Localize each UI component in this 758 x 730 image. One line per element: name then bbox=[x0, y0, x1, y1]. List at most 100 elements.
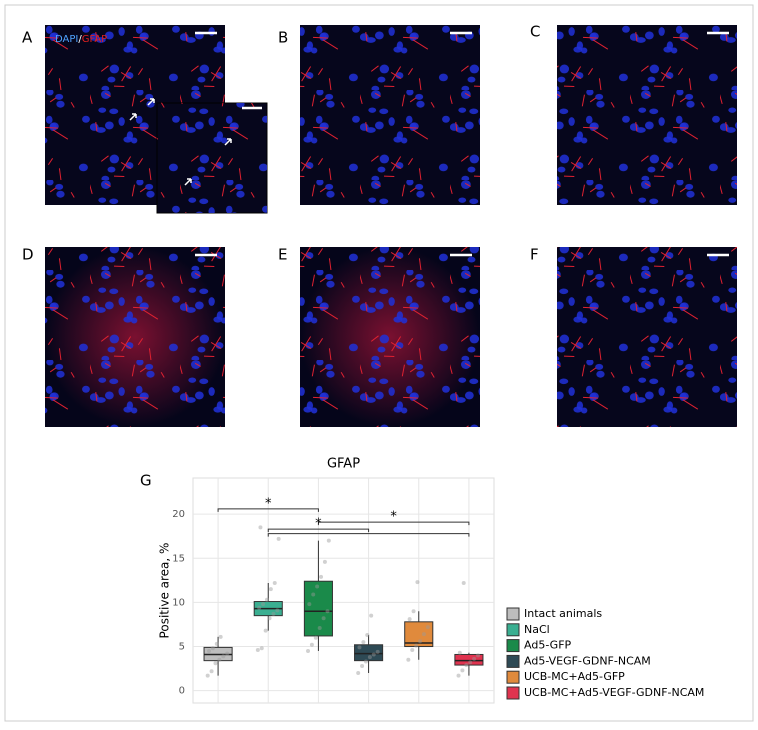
data-point bbox=[210, 646, 215, 651]
data-point bbox=[313, 635, 318, 640]
data-point bbox=[218, 634, 223, 639]
stain-name: GFAP bbox=[82, 34, 107, 45]
panel-label: G bbox=[140, 472, 152, 490]
data-point bbox=[259, 646, 264, 651]
data-point bbox=[206, 648, 211, 653]
panel-label: F bbox=[530, 246, 539, 264]
y-axis-label: Positive area, % bbox=[158, 543, 172, 639]
data-point bbox=[307, 602, 312, 607]
micrograph-texture bbox=[300, 25, 480, 205]
y-tick-label: 5 bbox=[179, 642, 185, 653]
micrograph-texture bbox=[45, 247, 225, 427]
data-point bbox=[369, 613, 374, 618]
panel-label: B bbox=[278, 29, 288, 47]
data-point bbox=[319, 574, 324, 579]
arrow bbox=[147, 98, 155, 106]
y-tick-label: 15 bbox=[172, 553, 185, 564]
data-point bbox=[275, 608, 280, 613]
data-point bbox=[309, 642, 314, 647]
data-point bbox=[263, 628, 268, 633]
data-point bbox=[306, 648, 311, 653]
significance-bracket bbox=[267, 528, 370, 533]
panel-label: E bbox=[278, 246, 287, 264]
legend-swatch bbox=[506, 607, 520, 621]
data-point bbox=[421, 632, 426, 637]
data-point bbox=[425, 625, 430, 630]
data-point bbox=[363, 659, 368, 664]
box bbox=[454, 653, 484, 666]
data-point bbox=[272, 581, 277, 585]
legend-label: UCB-MC+Ad5-GFP bbox=[524, 670, 625, 683]
y-tick-label: 0 bbox=[179, 686, 185, 697]
significance-bracket bbox=[267, 533, 470, 537]
data-point bbox=[315, 584, 320, 589]
inset-texture bbox=[157, 103, 267, 213]
data-point bbox=[464, 663, 469, 668]
data-point bbox=[356, 671, 361, 675]
data-point bbox=[311, 592, 316, 597]
data-point bbox=[410, 648, 415, 653]
data-point bbox=[255, 648, 260, 653]
y-tick-label: 10 bbox=[172, 597, 185, 608]
legend-label: Intact animals bbox=[524, 607, 602, 620]
data-point bbox=[357, 645, 362, 650]
data-point bbox=[326, 538, 331, 543]
significance-label: * bbox=[315, 517, 322, 532]
data-point bbox=[271, 611, 276, 616]
data-point bbox=[221, 654, 226, 659]
panel-label: D bbox=[22, 246, 34, 264]
data-point bbox=[367, 655, 372, 660]
legend-label: NaCl bbox=[524, 623, 550, 636]
panel-label: C bbox=[530, 23, 540, 41]
data-point bbox=[476, 653, 481, 658]
panel-label: A bbox=[22, 29, 33, 47]
box bbox=[354, 644, 384, 662]
chart-title: GFAP bbox=[327, 457, 360, 472]
data-point bbox=[214, 641, 219, 646]
data-point bbox=[257, 605, 262, 610]
stain-name: / bbox=[78, 34, 82, 45]
data-point bbox=[268, 587, 273, 592]
legend-label: UCB-MC+Ad5-VEGF-GDNF-NCAM bbox=[524, 686, 704, 699]
data-point bbox=[457, 650, 462, 655]
legend-label: Ad5-GFP bbox=[524, 639, 572, 652]
data-point bbox=[415, 580, 420, 585]
legend-label: Ad5-VEGF-GDNF-NCAM bbox=[524, 654, 651, 667]
data-point bbox=[209, 669, 214, 674]
data-point bbox=[213, 661, 218, 666]
y-tick-label: 20 bbox=[172, 509, 185, 520]
data-point bbox=[258, 525, 263, 530]
legend-swatch bbox=[506, 639, 520, 653]
data-point bbox=[321, 616, 326, 621]
stain-name: DAPI bbox=[55, 34, 78, 45]
data-point bbox=[264, 597, 269, 602]
stain-legend: DAPI/GFAP bbox=[55, 34, 107, 45]
significance-bracket bbox=[317, 521, 470, 526]
data-point bbox=[267, 616, 272, 621]
data-point bbox=[407, 617, 412, 622]
data-point bbox=[217, 657, 222, 662]
data-point bbox=[261, 602, 266, 607]
data-point bbox=[418, 639, 423, 644]
legend-swatch bbox=[506, 623, 520, 637]
arrow bbox=[224, 138, 232, 146]
data-point bbox=[317, 626, 322, 630]
data-point bbox=[365, 633, 370, 638]
data-point bbox=[460, 668, 465, 673]
data-point bbox=[472, 656, 477, 661]
data-point bbox=[414, 643, 419, 648]
box bbox=[303, 580, 333, 637]
data-point bbox=[375, 649, 380, 654]
micrograph-texture bbox=[300, 247, 480, 427]
legend-swatch bbox=[506, 654, 520, 668]
arrow bbox=[184, 178, 192, 186]
data-point bbox=[411, 609, 416, 614]
plot-area bbox=[192, 477, 495, 704]
data-point bbox=[461, 581, 466, 585]
data-point bbox=[325, 609, 330, 614]
significance-label: * bbox=[390, 510, 397, 525]
data-point bbox=[371, 652, 376, 657]
data-point bbox=[468, 660, 473, 665]
arrow bbox=[129, 113, 137, 121]
